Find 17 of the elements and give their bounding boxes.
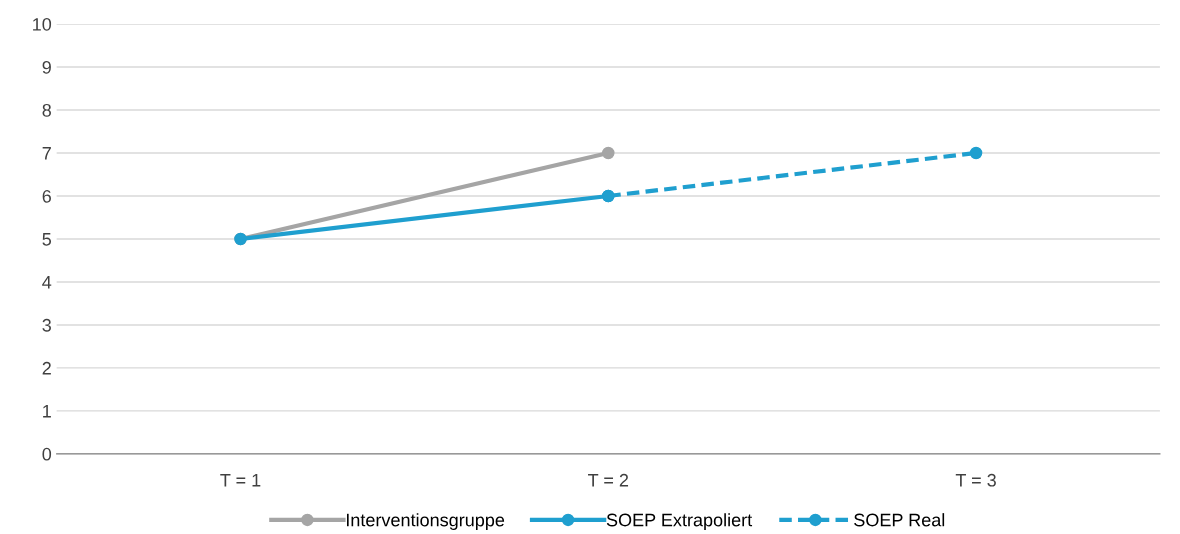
x-tick-label: T = 2 (588, 473, 629, 487)
y-tick-label: 2 (42, 361, 51, 375)
y-tick-label: 3 (42, 318, 51, 332)
y-tick-label: 8 (42, 103, 51, 117)
legend-label: SOEP Extrapoliert (606, 513, 753, 530)
x-tick-label: T = 3 (955, 473, 996, 487)
legend-label: Interventionsgruppe (346, 513, 505, 530)
legend-label: SOEP Real (854, 513, 945, 527)
y-tick-label: 9 (42, 60, 51, 74)
y-tick-label: 7 (42, 147, 51, 160)
y-tick-label: 10 (33, 17, 52, 31)
y-tick-label: 0 (42, 447, 52, 461)
x-tick-label: T = 1 (220, 474, 261, 487)
y-tick-label: 1 (43, 405, 51, 418)
y-tick-label: 4 (42, 276, 52, 289)
y-tick-label: 6 (42, 189, 51, 203)
y-tick-label: 5 (42, 233, 52, 246)
